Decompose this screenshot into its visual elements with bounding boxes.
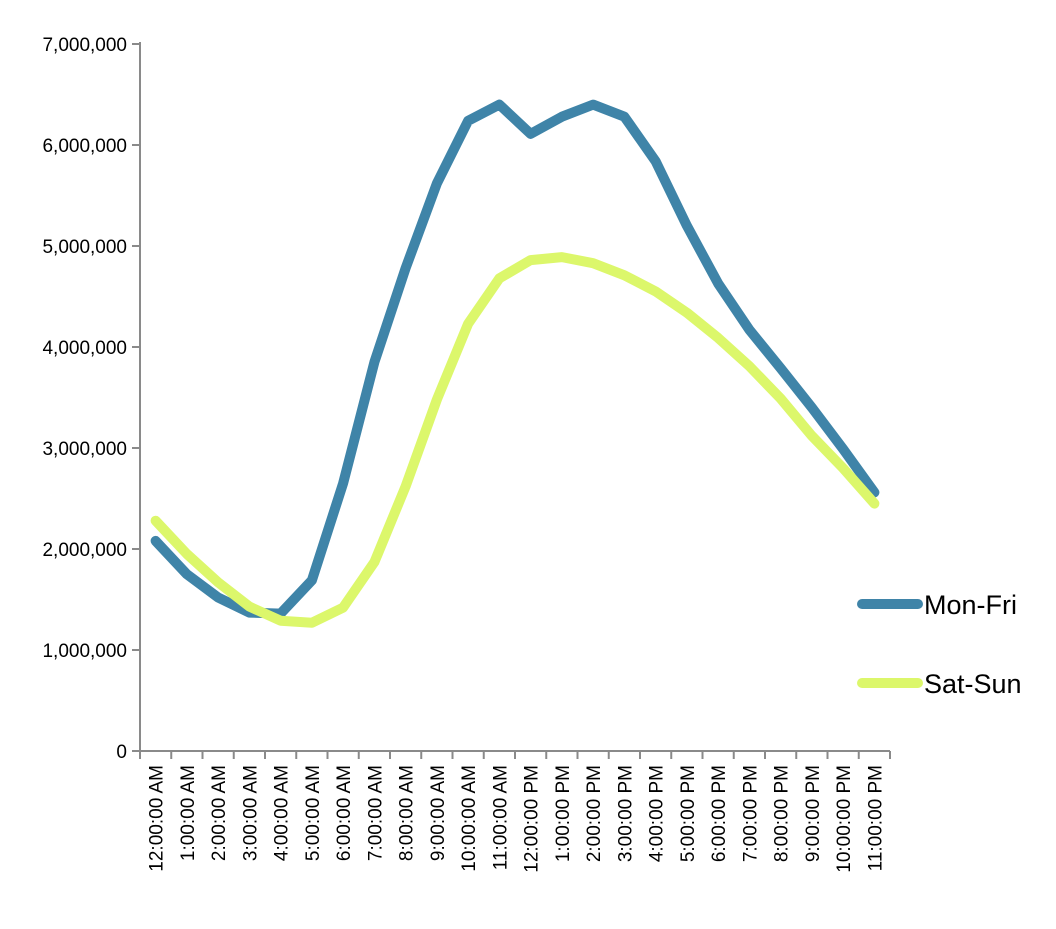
x-tick-label: 9:00:00 PM: [803, 765, 824, 862]
data-point: [527, 130, 535, 138]
data-point: [714, 279, 722, 287]
x-tick-label: 6:00:00 AM: [334, 765, 355, 861]
data-point: [370, 358, 378, 366]
x-tick-label: 10:00:00 PM: [834, 765, 855, 873]
x-tick-label: 2:00:00 PM: [584, 765, 605, 862]
data-point: [839, 445, 847, 453]
series-line-mon-fri: [150, 99, 880, 619]
data-point: [402, 264, 410, 272]
legend: Mon-Fri Sat-Sun: [857, 590, 1022, 699]
data-point: [339, 479, 347, 487]
data-point: [589, 101, 597, 109]
data-point: [214, 578, 222, 586]
data-point: [152, 537, 160, 545]
y-tick-label: 6,000,000: [42, 136, 127, 157]
x-tick-label: 12:00:00 AM: [147, 765, 168, 872]
x-tick-label: 1:00:00 PM: [553, 765, 574, 862]
data-point: [839, 464, 847, 472]
data-point: [558, 253, 566, 261]
y-tick-label: 4,000,000: [42, 338, 127, 359]
data-point: [339, 604, 347, 612]
data-point: [433, 179, 441, 187]
data-point: [620, 113, 628, 121]
data-point: [495, 274, 503, 282]
x-tick-label: 11:00:00 PM: [865, 765, 886, 871]
data-point: [464, 117, 472, 125]
x-tick-label: 5:00:00 PM: [678, 765, 699, 862]
data-point: [433, 396, 441, 404]
x-tick-label: 12:00:00 PM: [522, 765, 543, 873]
data-point: [495, 101, 503, 109]
data-point: [308, 619, 316, 627]
x-tick-label: 2:00:00 AM: [209, 765, 230, 861]
series-line-sat-sun: [150, 252, 880, 628]
data-point: [589, 259, 597, 267]
x-tick-label: 8:00:00 PM: [772, 765, 793, 862]
x-tick-label: 3:00:00 PM: [615, 765, 636, 862]
data-point: [714, 334, 722, 342]
x-tick-label: 4:00:00 PM: [647, 765, 668, 862]
data-point: [808, 404, 816, 412]
data-point: [652, 157, 660, 165]
data-point: [652, 287, 660, 295]
data-point: [402, 482, 410, 490]
series-lines: [150, 99, 880, 628]
data-point: [245, 603, 253, 611]
x-tick-label: 7:00:00 PM: [740, 765, 761, 862]
data-point: [870, 500, 878, 508]
x-tick-label: 3:00:00 AM: [240, 765, 261, 861]
data-point: [777, 395, 785, 403]
data-point: [808, 432, 816, 440]
x-tick-label: 4:00:00 AM: [272, 765, 293, 861]
axes: 0 1,000,000 2,000,000 3,000,000 4,000,000 5,0…: [42, 35, 891, 873]
y-tick-label: 0: [116, 742, 127, 763]
x-tick-label: 6:00:00 PM: [709, 765, 730, 862]
data-point: [277, 617, 285, 625]
legend-label: Mon-Fri: [924, 590, 1017, 620]
x-tick-label: 9:00:00 AM: [428, 765, 449, 861]
data-point: [214, 593, 222, 601]
data-point: [558, 113, 566, 121]
y-tick-label: 7,000,000: [42, 35, 127, 56]
data-point: [152, 517, 160, 525]
x-tick-label: 11:00:00 AM: [490, 765, 511, 870]
x-tick-label: 1:00:00 AM: [178, 765, 199, 861]
x-tick-label: 7:00:00 AM: [365, 765, 386, 861]
y-tick-label: 3,000,000: [42, 439, 127, 460]
data-point: [370, 558, 378, 566]
x-tick-label: 10:00:00 AM: [459, 765, 480, 872]
data-point: [527, 256, 535, 264]
y-tick-label: 2,000,000: [42, 540, 127, 561]
y-tick-label: 5,000,000: [42, 237, 127, 258]
data-point: [308, 576, 316, 584]
data-point: [464, 320, 472, 328]
data-point: [683, 222, 691, 230]
legend-label: Sat-Sun: [924, 669, 1022, 699]
x-tick-label: 8:00:00 AM: [397, 765, 418, 861]
x-tick-label: 5:00:00 AM: [303, 765, 324, 861]
data-point: [683, 309, 691, 317]
data-point: [777, 364, 785, 372]
data-point: [183, 550, 191, 558]
data-point: [183, 570, 191, 578]
data-point: [745, 326, 753, 334]
data-point: [620, 271, 628, 279]
data-point: [745, 362, 753, 370]
y-tick-label: 1,000,000: [42, 641, 127, 662]
